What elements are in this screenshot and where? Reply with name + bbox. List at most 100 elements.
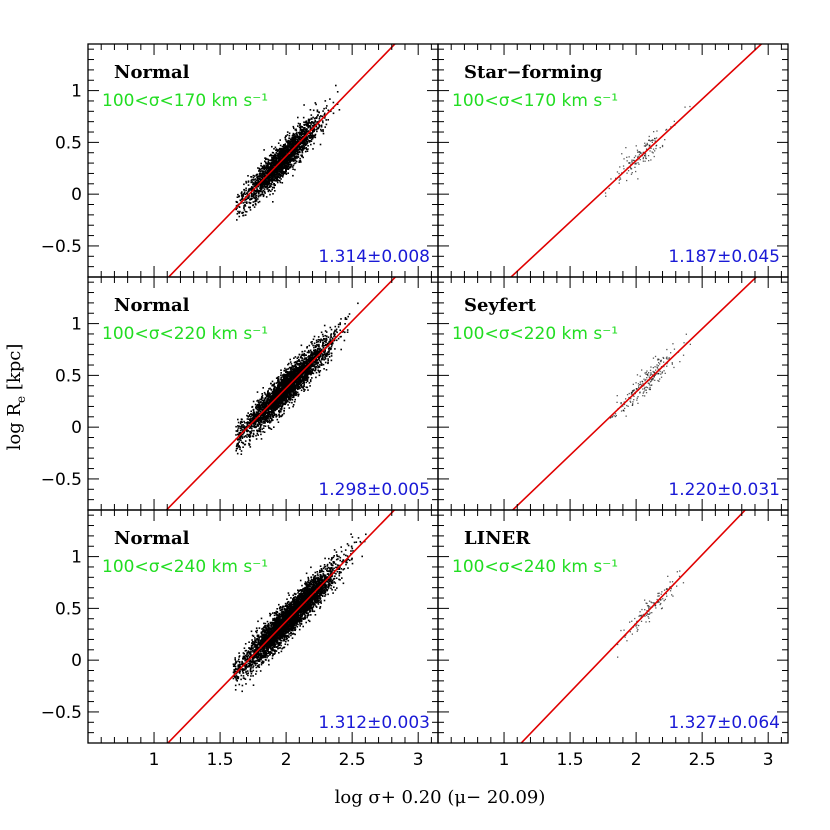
data-point (237, 446, 240, 448)
data-point (272, 201, 274, 203)
data-point (291, 156, 293, 158)
data-point (304, 147, 306, 150)
data-point (292, 132, 295, 135)
data-point (318, 374, 321, 377)
data-point (626, 179, 628, 182)
data-point (278, 409, 280, 412)
data-point (309, 121, 311, 124)
data-point (302, 129, 304, 132)
data-point (297, 116, 299, 119)
data-point (256, 418, 258, 421)
data-point (252, 204, 254, 207)
data-point (284, 136, 286, 139)
data-point (267, 158, 269, 161)
data-point (279, 176, 281, 179)
data-point (323, 112, 326, 115)
data-point (623, 168, 625, 170)
data-point (242, 195, 244, 197)
data-point (309, 136, 312, 138)
data-point (309, 134, 311, 137)
data-point (632, 159, 634, 161)
data-point (237, 421, 240, 424)
data-point (264, 407, 266, 409)
data-point (631, 160, 633, 163)
data-point (238, 432, 240, 434)
data-point (264, 184, 267, 186)
data-point (278, 156, 280, 159)
data-point (313, 342, 316, 345)
data-point (275, 148, 278, 150)
data-point (270, 177, 273, 179)
data-point (320, 115, 322, 117)
data-point (269, 193, 271, 196)
data-point (324, 354, 327, 357)
data-point (282, 174, 284, 177)
data-point (286, 164, 288, 167)
y-tick-label: 0 (71, 185, 82, 205)
data-point (268, 395, 270, 398)
data-point (242, 429, 245, 431)
data-point (328, 340, 330, 343)
data-point (267, 166, 270, 169)
data-point (259, 183, 261, 186)
slope-label: 1.314±0.008 (318, 247, 430, 267)
data-point (288, 132, 291, 135)
data-point (264, 170, 267, 172)
data-point (264, 186, 266, 188)
data-point (294, 368, 296, 371)
data-point (285, 158, 287, 160)
data-point (262, 427, 265, 429)
data-point (243, 191, 246, 193)
data-point (246, 201, 248, 203)
data-point (306, 140, 308, 143)
data-point (293, 156, 296, 159)
data-point (236, 219, 238, 221)
data-point (323, 324, 326, 327)
data-point (266, 418, 268, 421)
data-point (272, 186, 274, 189)
data-point (259, 194, 262, 197)
data-point (243, 188, 245, 191)
data-point (294, 140, 296, 142)
data-point (238, 438, 240, 440)
data-point (608, 187, 610, 190)
data-point (254, 426, 257, 429)
data-point (284, 155, 286, 157)
data-point (291, 399, 294, 401)
data-point (270, 153, 272, 156)
data-point (335, 339, 338, 342)
data-point (281, 413, 284, 416)
data-point (296, 138, 298, 140)
data-point (633, 156, 636, 159)
data-point (322, 129, 324, 131)
data-point (285, 148, 288, 150)
data-point (324, 100, 327, 102)
data-point (254, 194, 256, 196)
data-point (275, 151, 278, 154)
data-point (281, 182, 284, 184)
data-point (270, 167, 273, 169)
data-point (275, 179, 278, 181)
data-point (255, 198, 258, 200)
data-point (306, 368, 309, 371)
data-point (267, 425, 270, 427)
data-point (260, 176, 263, 178)
data-point (285, 393, 288, 396)
data-point (295, 379, 297, 382)
data-point (287, 395, 290, 397)
data-point (357, 302, 359, 305)
data-point (289, 395, 291, 398)
data-point (288, 142, 290, 145)
data-point (274, 176, 277, 178)
data-point (241, 196, 244, 199)
data-point (250, 417, 252, 420)
data-point (276, 171, 278, 174)
data-point (255, 438, 258, 440)
data-point (268, 418, 270, 420)
data-point (292, 376, 295, 379)
data-point (318, 343, 320, 346)
data-point (293, 152, 296, 154)
data-point (311, 377, 313, 379)
